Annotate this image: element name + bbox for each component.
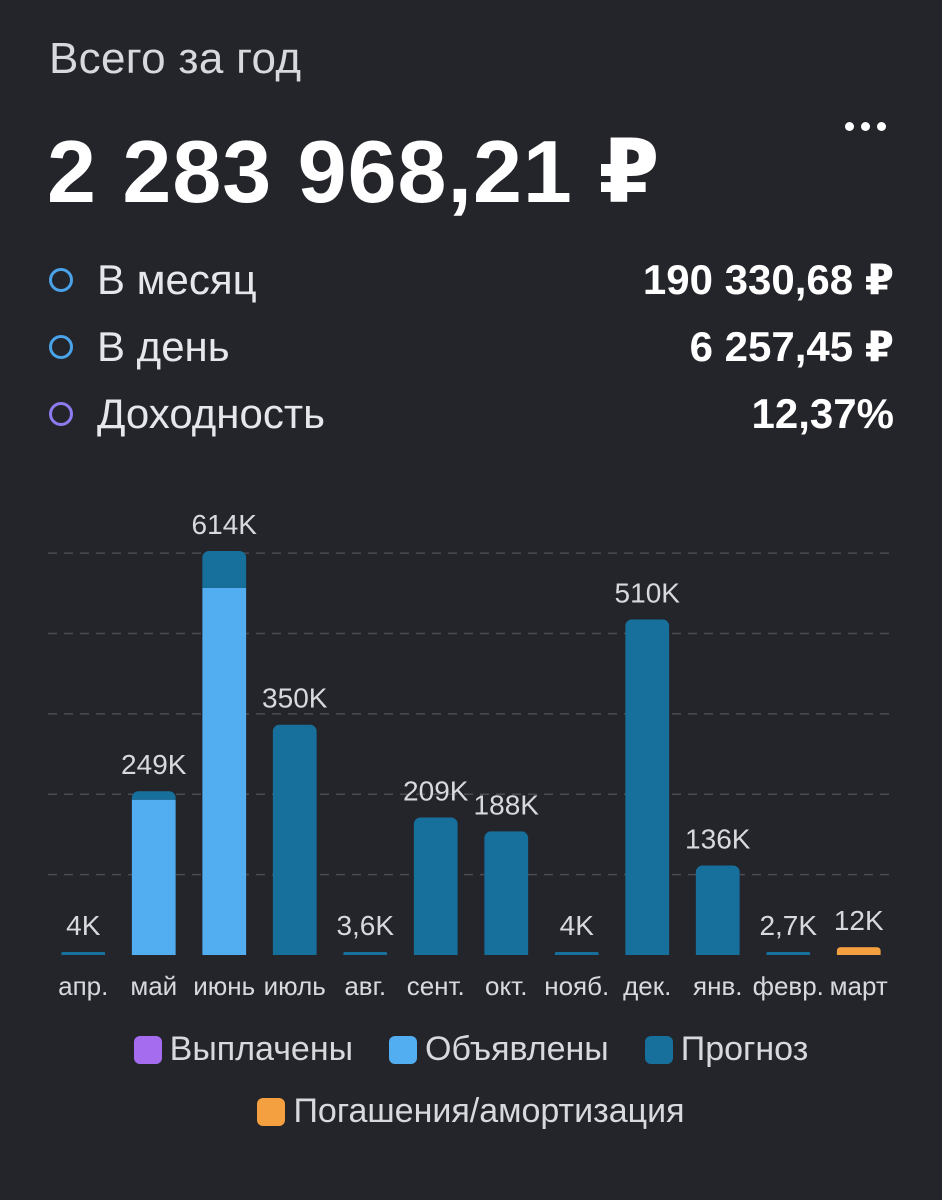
x-tick-label: июль <box>264 971 326 1001</box>
bar-value-label: 2,7K <box>759 910 817 941</box>
bar-value-label: 3,6K <box>336 910 394 941</box>
x-tick-label: май <box>130 971 177 1001</box>
bar-segment <box>272 724 317 955</box>
x-tick-label: дек. <box>623 971 671 1001</box>
legend-label: Погашения/амортизация <box>293 1092 685 1130</box>
x-tick-label: июнь <box>193 971 255 1001</box>
bar-segment <box>131 791 176 800</box>
bar-segment <box>484 831 529 955</box>
bar-segment <box>61 952 106 955</box>
bar-value-label: 4K <box>66 910 101 941</box>
legend-label: Выплачены <box>169 1030 354 1068</box>
bar-segment <box>554 952 599 955</box>
legend-label: Объявлены <box>425 1030 609 1068</box>
bar-value-label: 4K <box>560 910 595 941</box>
legend-item-paid[interactable]: Выплачены <box>133 1030 354 1069</box>
x-tick-label: апр. <box>58 971 108 1001</box>
stat-value: 12,37% <box>751 389 894 437</box>
x-tick-label: окт. <box>485 971 527 1001</box>
legend-item-redemption[interactable]: Погашения/амортизация <box>257 1092 685 1131</box>
chart-legend-row2: Погашения/амортизация <box>0 1092 942 1131</box>
x-tick-label: сент. <box>407 971 465 1001</box>
legend-swatch <box>133 1035 162 1064</box>
x-tick-label: февр. <box>753 971 824 1001</box>
bar-value-label: 249K <box>121 749 187 780</box>
legend-label: Прогноз <box>680 1030 809 1068</box>
x-tick-label: авг. <box>344 971 386 1001</box>
bar-value-label: 614K <box>192 509 258 540</box>
period-title: Всего за год <box>49 34 302 83</box>
bar-value-label: 188K <box>474 789 540 820</box>
circle-icon <box>49 401 73 426</box>
stats-list: В месяц 190 330,68 ₽ В день 6 257,45 ₽ Д… <box>49 246 894 447</box>
stat-row-yield: Доходность 12,37% <box>49 380 894 447</box>
stat-value: 190 330,68 ₽ <box>642 256 894 303</box>
more-dot <box>877 122 886 131</box>
stat-label: Доходность <box>97 389 325 437</box>
bar-segment <box>343 952 388 955</box>
bar-segment <box>766 952 811 955</box>
bar-value-label: 12K <box>834 905 884 936</box>
x-tick-label: март <box>830 971 888 1001</box>
bar-segment <box>413 817 458 955</box>
stat-row-monthly: В месяц 190 330,68 ₽ <box>49 246 894 313</box>
circle-icon <box>49 334 73 359</box>
stat-value: 6 257,45 ₽ <box>689 323 894 370</box>
more-dot <box>845 122 854 131</box>
bar-segment <box>131 799 176 955</box>
bar-value-label: 136K <box>685 824 751 855</box>
stat-row-daily: В день 6 257,45 ₽ <box>49 313 894 380</box>
stat-label: В месяц <box>97 255 257 303</box>
legend-item-announced[interactable]: Объявлены <box>389 1030 609 1069</box>
more-dot <box>861 122 870 131</box>
legend-swatch <box>257 1097 286 1126</box>
bar-segment <box>202 550 247 588</box>
chart-legend: Выплачены Объявлены Прогноз <box>0 1030 942 1069</box>
bar-segment <box>695 865 740 955</box>
x-tick-label: янв. <box>693 971 742 1001</box>
legend-swatch <box>644 1035 673 1064</box>
legend-swatch <box>389 1035 418 1064</box>
bar-value-label: 209K <box>403 775 469 806</box>
bar-value-label: 350K <box>262 683 328 714</box>
bar-segment <box>836 947 881 955</box>
legend-item-forecast[interactable]: Прогноз <box>644 1030 809 1069</box>
bar-segment <box>202 587 247 955</box>
more-options-icon[interactable] <box>841 118 890 135</box>
circle-icon <box>49 267 73 292</box>
total-amount: 2 283 968,21 ₽ <box>47 122 661 221</box>
bar-value-label: 510K <box>615 577 681 608</box>
payments-bar-chart: 4K апр. 249K май 614K июнь 350K июль 3,6K авг. 209… <box>48 509 894 1001</box>
x-tick-label: нояб. <box>544 971 609 1001</box>
bar-segment <box>625 619 670 955</box>
stat-label: В день <box>97 322 230 370</box>
